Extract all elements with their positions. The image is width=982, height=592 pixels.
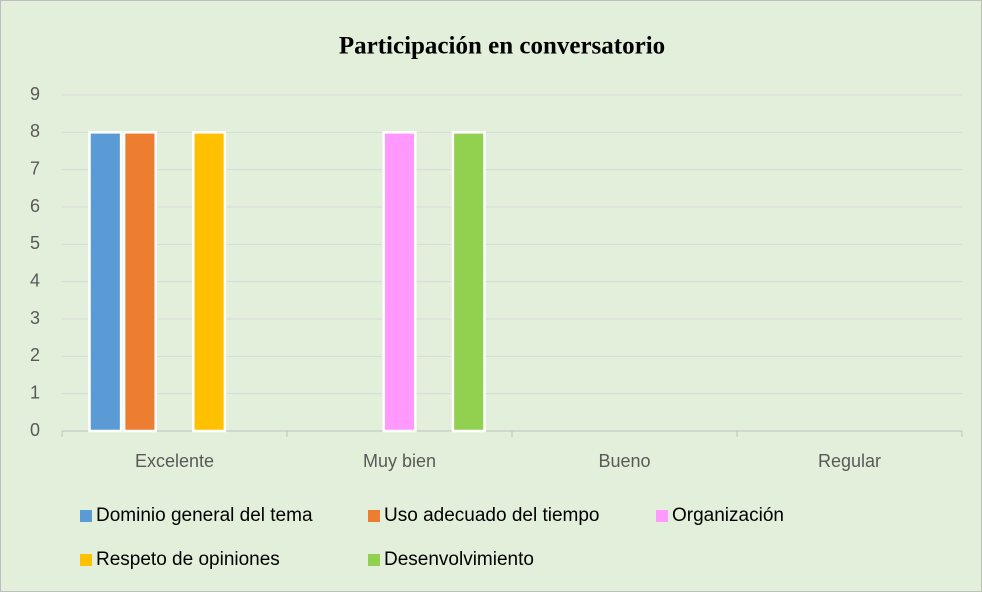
- legend-label: Uso adecuado del tiempo: [384, 505, 599, 526]
- bar: [122, 131, 157, 433]
- y-tick-label: 4: [30, 270, 40, 290]
- y-tick-label: 9: [30, 84, 40, 104]
- x-tick-label: Excelente: [135, 451, 214, 471]
- y-tick-label: 5: [30, 233, 40, 253]
- bar: [451, 131, 486, 433]
- chart-title: Participación en conversatorio: [339, 33, 665, 60]
- bar: [382, 131, 417, 433]
- y-tick-label: 8: [30, 121, 40, 141]
- x-tick-label: Bueno: [598, 451, 650, 471]
- legend-label: Desenvolvimiento: [384, 549, 534, 570]
- y-tick-label: 7: [30, 158, 40, 178]
- legend-swatch: [80, 554, 92, 566]
- y-tick-label: 6: [30, 196, 40, 216]
- y-tick-label: 0: [30, 420, 40, 440]
- y-tick-label: 3: [30, 308, 40, 328]
- legend-label: Organización: [672, 505, 784, 526]
- legend-swatch: [80, 510, 92, 522]
- legend-swatch: [656, 510, 668, 522]
- x-tick-label: Regular: [818, 451, 881, 471]
- legend-label: Dominio general del tema: [96, 505, 313, 526]
- legend-label: Respeto de opiniones: [96, 549, 280, 570]
- legend-swatch: [368, 510, 380, 522]
- y-tick-label: 2: [30, 345, 40, 365]
- x-tick-label: Muy bien: [363, 451, 436, 471]
- y-tick-label: 1: [30, 382, 40, 402]
- bar: [88, 131, 123, 433]
- legend-swatch: [368, 554, 380, 566]
- bar: [192, 131, 227, 433]
